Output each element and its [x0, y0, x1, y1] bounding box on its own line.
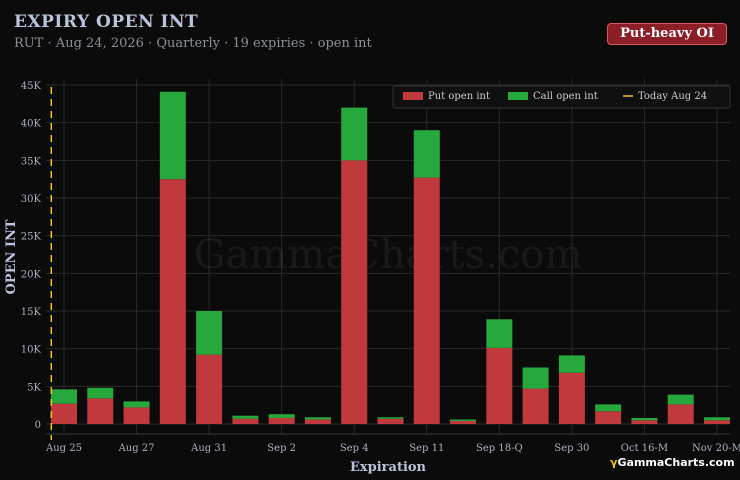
call-bar — [667, 394, 694, 405]
y-tick-label: 5K — [27, 382, 41, 393]
legend-call-swatch — [508, 92, 528, 100]
legend-call-label: Call open int — [533, 91, 598, 102]
put-bar — [413, 177, 440, 424]
call-bar — [486, 319, 513, 348]
x-tick-label: Nov 20-M — [692, 443, 740, 454]
y-tick-label: 45K — [21, 81, 42, 92]
put-bar — [87, 398, 114, 424]
y-tick-label: 25K — [21, 232, 42, 243]
legend-today-label: Today Aug 24 — [638, 91, 707, 102]
put-bar — [196, 354, 223, 424]
legend-put-swatch — [403, 92, 423, 100]
call-bar — [268, 414, 295, 418]
x-axis-title: Expiration — [350, 460, 427, 475]
call-bar — [595, 404, 622, 412]
sentiment-badge: Put-heavy OI — [607, 23, 727, 45]
put-bar — [486, 347, 513, 424]
call-bar — [196, 311, 223, 355]
x-tick-label: Sep 2 — [267, 443, 296, 454]
put-bar — [268, 417, 295, 424]
put-bar — [667, 404, 694, 424]
put-bar — [522, 388, 549, 424]
put-bar — [595, 411, 622, 424]
bars — [51, 91, 730, 425]
y-tick-label: 10K — [21, 345, 42, 356]
y-axis-title: OPEN INT — [4, 219, 19, 294]
x-tick-label: Sep 4 — [340, 443, 369, 454]
call-bar — [304, 417, 331, 420]
call-bar — [123, 401, 150, 408]
call-bar — [413, 130, 440, 178]
put-bar — [51, 403, 77, 424]
legend-put-label: Put open int — [428, 91, 490, 102]
legend-box — [392, 85, 731, 109]
call-bar — [631, 417, 658, 421]
y-tick-label: 35K — [21, 156, 42, 167]
put-bar — [232, 418, 259, 424]
put-bar — [123, 407, 150, 424]
legend: Put open int Call open int Today Aug 24 — [392, 85, 731, 109]
put-bar — [377, 418, 404, 424]
call-bar — [51, 389, 77, 404]
put-bar — [631, 420, 658, 424]
y-tick-label: 40K — [21, 119, 42, 130]
call-bar — [704, 417, 730, 421]
put-bar — [450, 420, 477, 424]
x-tick-label: Aug 25 — [45, 443, 82, 454]
put-bar — [341, 160, 368, 425]
call-bar — [522, 367, 549, 389]
put-bar — [558, 372, 585, 424]
y-tick-label: 20K — [21, 269, 42, 280]
y-tick-label: 15K — [21, 307, 42, 318]
x-ticks: Aug 25 Aug 27 Aug 31 Sep 2 Sep 4 Sep 11 Sep 18… — [45, 443, 740, 454]
chart-title: EXPIRY OPEN INT — [14, 12, 199, 32]
x-tick-label: Sep 30 — [554, 443, 589, 454]
call-bar — [450, 419, 477, 421]
call-bar — [558, 355, 585, 373]
put-bar — [159, 179, 186, 424]
y-tick-label: 0 — [35, 420, 41, 431]
call-bar — [232, 415, 259, 419]
x-tick-label: Oct 16-M — [621, 443, 668, 454]
put-bar — [304, 419, 331, 424]
call-bar — [377, 417, 404, 419]
y-tick-label: 30K — [21, 194, 42, 205]
call-bar — [341, 107, 368, 161]
x-tick-label: Sep 18-Q — [476, 443, 523, 454]
call-bar — [159, 91, 186, 180]
watermark: GammaCharts.com — [194, 232, 583, 278]
x-tick-label: Sep 11 — [409, 443, 444, 454]
call-bar — [87, 387, 114, 399]
chart-subtitle: RUT · Aug 24, 2026 · Quarterly · 19 expi… — [14, 36, 372, 51]
put-bar — [704, 420, 730, 424]
y-ticks: 0 5K 10K 15K 20K 25K 30K 35K 40K 45K — [21, 81, 42, 431]
brand-logo: γGammaCharts.com — [610, 456, 735, 469]
x-tick-label: Aug 27 — [118, 443, 155, 454]
x-tick-label: Aug 31 — [190, 443, 227, 454]
